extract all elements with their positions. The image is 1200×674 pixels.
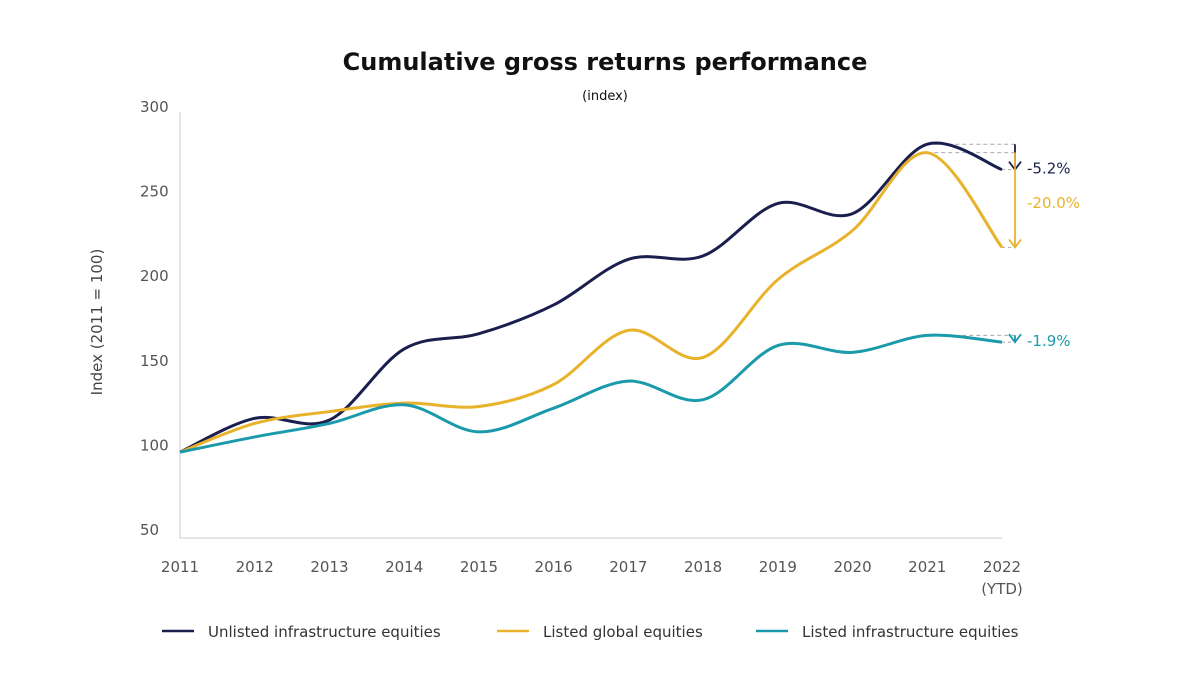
x-tick-label: 2011 [161, 558, 199, 576]
x-tick-label: 2018 [684, 558, 722, 576]
drawdown-arrow [1008, 152, 1022, 249]
x-tick-label: 2013 [310, 558, 348, 576]
y-tick-label: 50 [140, 521, 159, 539]
x-tick-label: 2015 [460, 558, 498, 576]
x-tick-label: 2020 [833, 558, 871, 576]
x-tick-label: 2016 [535, 558, 573, 576]
drawdown-label: -20.0% [1027, 194, 1080, 212]
legend-label: Unlisted infrastructure equities [208, 623, 441, 641]
legend-label: Listed infrastructure equities [802, 623, 1019, 641]
y-tick-label: 250 [140, 183, 169, 201]
series-line-0 [179, 141, 1003, 454]
y-tick-label: 150 [140, 352, 169, 370]
x-tick-label: 2021 [908, 558, 946, 576]
drawdown-label: -5.2% [1027, 160, 1071, 178]
y-tick-label: 300 [140, 98, 169, 116]
drawdown-arrow [1008, 333, 1022, 344]
y-tick-label: 200 [140, 267, 169, 285]
x-tick-label: 2017 [609, 558, 647, 576]
chart-title: Cumulative gross returns performance [343, 48, 868, 76]
series-line-2 [179, 333, 1003, 454]
x-tick-label: 2022 [983, 558, 1021, 576]
legend-label: Listed global equities [543, 623, 703, 641]
x-tick-label: 2014 [385, 558, 423, 576]
chart-subtitle: (index) [582, 89, 628, 104]
y-axis-label: Index (2011 = 100) [88, 249, 106, 396]
drawdown-label: -1.9% [1027, 332, 1071, 350]
x-tick-label: 2019 [759, 558, 797, 576]
series-line-1 [179, 151, 1004, 454]
x-tick-label: 2012 [236, 558, 274, 576]
x-tick-note: (YTD) [981, 580, 1023, 598]
y-tick-label: 100 [140, 436, 169, 454]
